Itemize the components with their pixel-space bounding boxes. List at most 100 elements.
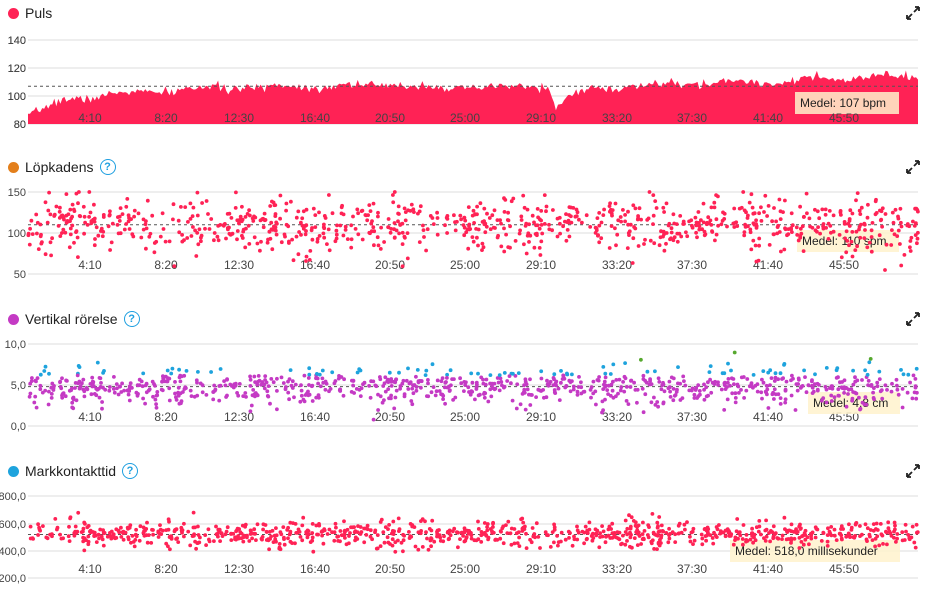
expand-icon[interactable] <box>906 160 920 174</box>
data-point <box>141 217 146 222</box>
data-point <box>764 383 769 388</box>
data-point <box>866 202 870 207</box>
data-point <box>284 208 288 213</box>
data-point <box>532 532 537 536</box>
data-point <box>120 212 125 216</box>
data-point <box>67 388 72 393</box>
data-point <box>291 258 296 263</box>
data-point <box>556 540 561 544</box>
data-point <box>398 223 403 227</box>
data-point <box>892 520 897 525</box>
data-point <box>899 368 903 372</box>
data-point <box>839 536 844 541</box>
data-point <box>380 400 385 405</box>
data-point <box>560 377 565 381</box>
data-point <box>542 193 547 197</box>
help-icon[interactable]: ? <box>99 159 116 175</box>
data-point <box>867 240 872 245</box>
data-point <box>555 534 559 538</box>
data-point <box>255 241 260 246</box>
data-point <box>206 527 211 532</box>
data-point <box>469 371 474 376</box>
data-point <box>443 223 447 228</box>
data-point <box>900 530 905 535</box>
data-point <box>165 379 170 384</box>
data-point <box>789 226 793 230</box>
data-point <box>565 372 570 377</box>
expand-icon[interactable] <box>906 312 920 326</box>
data-point <box>482 521 487 525</box>
data-point <box>176 540 181 544</box>
data-point <box>180 528 185 532</box>
data-point <box>191 510 196 515</box>
data-point <box>114 527 119 532</box>
data-point <box>778 402 783 406</box>
data-point <box>109 240 114 245</box>
data-point <box>176 218 181 223</box>
data-point <box>225 377 229 382</box>
expand-icon[interactable] <box>906 464 920 478</box>
data-point <box>641 410 646 415</box>
data-point <box>39 232 43 237</box>
data-point <box>473 397 477 402</box>
data-point <box>845 533 850 538</box>
data-point <box>813 228 818 233</box>
data-point <box>272 224 276 229</box>
data-point <box>754 226 759 230</box>
data-point <box>721 530 726 535</box>
data-point <box>188 543 193 548</box>
data-point <box>915 530 920 534</box>
data-point <box>704 538 708 543</box>
data-point <box>802 214 806 219</box>
data-point <box>750 526 754 531</box>
data-point <box>232 382 237 387</box>
data-point <box>640 386 645 391</box>
data-point <box>212 539 216 543</box>
data-point <box>376 243 381 248</box>
data-point <box>611 362 616 367</box>
data-point <box>233 206 238 210</box>
data-point <box>499 244 504 249</box>
data-point <box>548 545 553 549</box>
data-point <box>801 249 806 253</box>
data-point <box>869 249 874 254</box>
data-point <box>869 228 874 233</box>
data-point <box>815 387 820 392</box>
data-point <box>435 232 440 237</box>
data-point <box>195 213 200 218</box>
data-point <box>552 388 557 392</box>
data-point <box>282 542 287 547</box>
data-point <box>251 388 256 392</box>
data-point <box>772 397 776 401</box>
data-point <box>528 403 533 407</box>
data-point <box>523 379 528 384</box>
data-point <box>403 210 408 214</box>
data-point <box>405 231 410 235</box>
data-point <box>495 538 500 542</box>
data-point <box>195 393 200 398</box>
expand-icon[interactable] <box>906 6 920 20</box>
data-point <box>79 530 84 534</box>
data-point <box>797 546 802 550</box>
data-point <box>737 391 741 395</box>
data-point <box>323 216 328 220</box>
data-point <box>521 193 526 198</box>
data-point <box>651 222 655 226</box>
data-point <box>398 384 403 388</box>
data-point <box>222 222 227 227</box>
data-point <box>631 203 636 208</box>
data-point <box>126 219 131 224</box>
data-point <box>273 203 278 207</box>
data-point <box>177 367 182 372</box>
help-icon[interactable]: ? <box>122 463 139 479</box>
data-point <box>290 237 294 242</box>
help-icon[interactable]: ? <box>123 311 140 327</box>
data-point <box>36 522 40 527</box>
data-point <box>757 236 762 241</box>
data-point <box>844 404 849 409</box>
data-point <box>789 522 794 527</box>
y-tick-label: 140 <box>8 35 26 47</box>
data-point <box>82 548 87 553</box>
data-point <box>731 542 736 547</box>
data-point <box>81 204 86 209</box>
